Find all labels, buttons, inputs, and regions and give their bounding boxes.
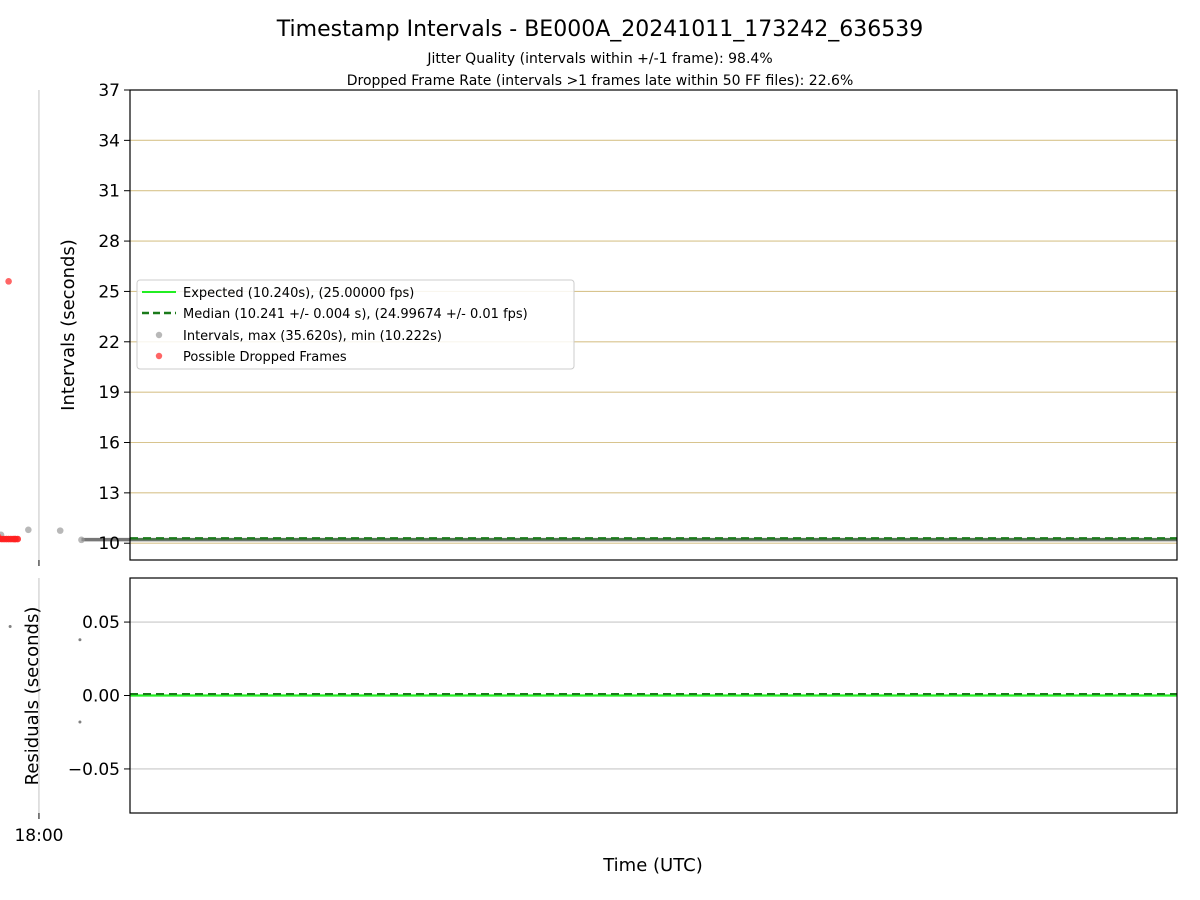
residual-outlier-point (78, 638, 82, 642)
residual-outlier-point (26, 629, 30, 633)
y-tick-label: 34 (98, 131, 120, 151)
residuals-x-ticks: 18:0020:0022:0000:0002:0004:00 (14, 813, 63, 846)
y-tick-label: 19 (98, 383, 120, 403)
y-tick-label: 31 (98, 182, 120, 202)
legend-expected-label: Expected (10.240s), (25.00000 fps) (183, 286, 414, 301)
intervals-axes-frame (129, 89, 1178, 561)
y-tick-label: 22 (98, 333, 120, 353)
y-tick-label: −0.05 (68, 760, 120, 780)
chart-subtitle-jitter: Jitter Quality (intervals within +/-1 fr… (426, 51, 772, 67)
dropped-frame-point (5, 278, 12, 285)
dropped-frame-point (0, 537, 1, 541)
legend-median-label: Median (10.241 +/- 0.004 s), (24.99674 +… (183, 307, 528, 322)
y-tick-label: 28 (98, 232, 120, 252)
intervals-y-ticks: 10 13 16 19 22 25 28 31 34 37 (98, 81, 130, 554)
interval-point (25, 526, 32, 534)
y-tick-label: 10 (98, 534, 120, 554)
residuals-reference-lines (130, 693, 1177, 697)
y-tick-label: 0.00 (82, 687, 120, 707)
residuals-y-ticks: −0.05 0.00 0.05 (68, 613, 130, 780)
legend-box (136, 279, 575, 370)
intervals-panel: 10 13 16 19 22 25 28 31 34 37 Intervals (seconds)… (0, 81, 1178, 566)
residuals-y-axis-label: Residuals (seconds) (22, 607, 43, 786)
legend-intervals-marker (155, 331, 163, 339)
y-tick-label: 37 (98, 81, 120, 101)
y-tick-label: 13 (98, 484, 120, 504)
chart-subtitle-dropped: Dropped Frame Rate (intervals >1 frames … (347, 73, 854, 89)
interval-point (78, 536, 85, 544)
intervals-points (0, 278, 85, 544)
interval-point (56, 527, 64, 534)
intervals-reference-lines (81, 537, 1177, 542)
y-tick-label: 25 (98, 282, 120, 302)
residual-outlier-point (8, 624, 12, 628)
residuals-panel: −0.05 0.00 0.05 18:0020:0022:0000:0002:000… (8, 577, 1178, 876)
chart-title: Timestamp Intervals - BE000A_20241011_17… (276, 17, 923, 42)
legend-dropped-marker (155, 352, 163, 360)
intervals-x-ticks (38, 560, 40, 566)
intervals-y-axis-label: Intervals (seconds) (58, 239, 79, 411)
dropped-frame-point (0, 535, 3, 543)
y-tick-label: 16 (98, 434, 120, 454)
legend-intervals-label: Intervals, max (35.620s), min (10.222s) (183, 329, 442, 344)
legend: Expected (10.240s), (25.00000 fps) Media… (136, 279, 575, 370)
x-tick-label: 18:00 (14, 826, 63, 846)
residual-outlier-point (78, 720, 82, 724)
residuals-points (8, 624, 82, 724)
x-axis-label: Time (UTC) (602, 855, 703, 876)
legend-dropped-label: Possible Dropped Frames (183, 350, 347, 365)
y-tick-label: 0.05 (82, 613, 120, 633)
